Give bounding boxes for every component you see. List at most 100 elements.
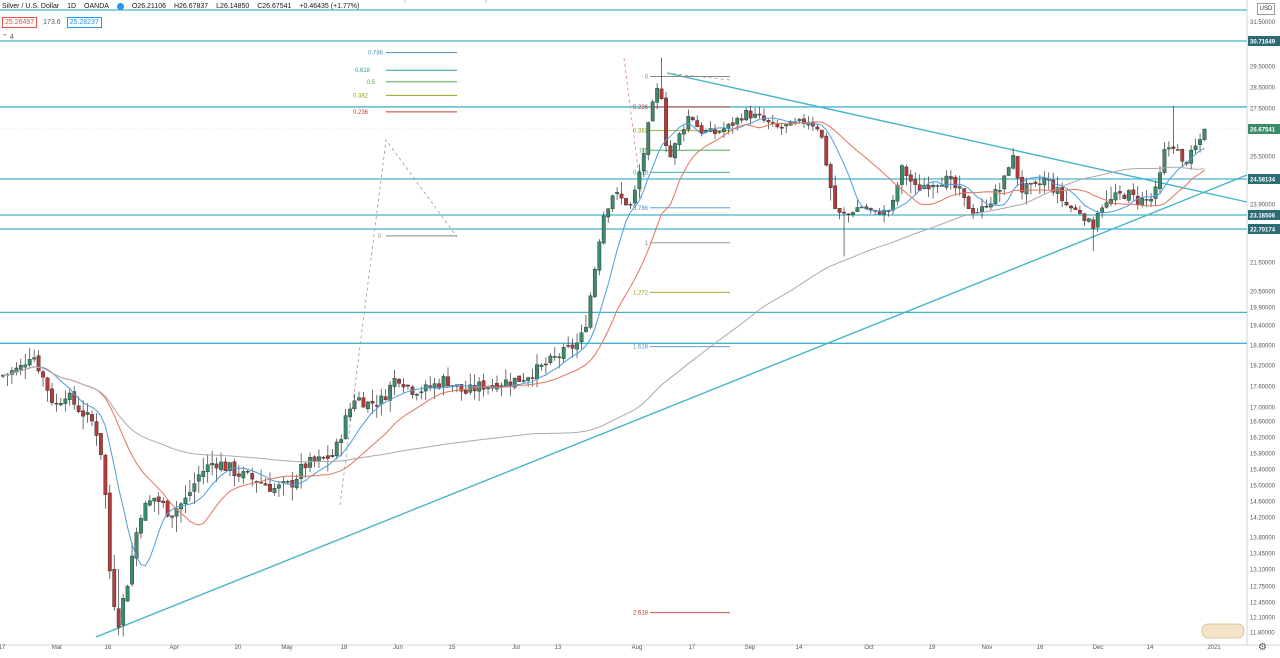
candle-up: [650, 101, 655, 122]
indicator-values: 25.26497 173.6 25.28237: [2, 17, 106, 28]
level-price-label: 30.71649: [1250, 40, 1276, 46]
candle-up: [1149, 198, 1154, 202]
market-status-icon: [116, 3, 124, 10]
candle-down: [268, 483, 272, 492]
chevron-up-icon: ⌃: [2, 34, 8, 41]
price-tick-label: 15.80000: [1250, 452, 1276, 458]
candle-up: [143, 502, 148, 521]
candle-up: [170, 515, 174, 518]
candle-down: [1051, 179, 1056, 193]
candle-down: [165, 500, 170, 517]
candle-down: [713, 129, 717, 134]
candle-up: [388, 384, 393, 401]
price-tick-label: 29.50000: [1250, 65, 1276, 71]
candle-down: [94, 421, 99, 436]
level-price-label: 23.18506: [1250, 214, 1276, 220]
ma-fast-line: [2, 117, 1205, 567]
candle-up: [201, 471, 206, 477]
price-tick-label: 17.00000: [1250, 406, 1276, 412]
price-tick-label: 12.10000: [1250, 616, 1276, 622]
last-price-label: 26.67541: [1250, 128, 1276, 134]
candle-up: [241, 471, 246, 479]
price-tick-label: 12.45000: [1250, 601, 1276, 607]
ma-mid-value[interactable]: 173.6: [43, 19, 61, 26]
candle-up: [503, 379, 508, 387]
candle-up: [1024, 183, 1029, 195]
time-tick-label: Jun: [393, 645, 403, 651]
candle-down: [72, 391, 77, 405]
candle-down: [236, 473, 241, 477]
candle-down: [1171, 146, 1176, 149]
time-tick-label: 17: [0, 645, 6, 651]
candle-down: [290, 480, 295, 488]
symbol-header: Silver / U.S. Dollar 1D OANDA O26.21106 …: [2, 3, 365, 10]
candle-up: [192, 483, 197, 492]
time-tick-label: 16: [105, 645, 112, 651]
ma-fast-value[interactable]: 25.26497: [2, 17, 38, 28]
fib-level-label: 0.236: [353, 110, 369, 116]
candle-up: [726, 123, 731, 129]
candle-up: [285, 481, 290, 483]
price-tick-label: 27.50000: [1250, 107, 1276, 113]
candle-down: [877, 211, 882, 215]
candle-down: [779, 126, 784, 129]
candle-down: [437, 383, 441, 388]
candle-up: [717, 131, 722, 133]
price-tick-label: 12.75000: [1250, 585, 1276, 591]
candle-up: [681, 129, 686, 135]
candle-up: [1086, 218, 1091, 222]
candle-down: [748, 110, 753, 119]
candle-up: [606, 208, 611, 218]
candle-down: [1082, 213, 1087, 221]
candle-up: [366, 401, 370, 410]
candle-down: [263, 483, 268, 486]
candle-down: [459, 384, 464, 392]
candle-up: [343, 415, 348, 440]
ma-slow-line: [2, 166, 1205, 463]
time-tick-label: Sep: [745, 645, 756, 651]
candle-down: [846, 213, 851, 215]
fib-level-label: 2.618: [633, 611, 649, 617]
currency-badge[interactable]: USD: [1257, 3, 1275, 15]
fib-level-label: 0: [645, 75, 649, 81]
price-tick-label: 20.50000: [1250, 290, 1276, 296]
candle-up: [1002, 175, 1007, 190]
candle-down: [904, 166, 909, 176]
price-tick-label: 28.50000: [1250, 86, 1276, 92]
candle-up: [1104, 202, 1109, 208]
candle-down: [312, 456, 317, 462]
candle-down: [953, 177, 958, 189]
candle-down: [325, 455, 330, 459]
candle-down: [1015, 156, 1020, 179]
candle-up: [1100, 207, 1105, 213]
ma-slow-value[interactable]: 25.28237: [66, 17, 102, 28]
indicator-collapse-toggle[interactable]: ⌃ 4: [2, 33, 14, 41]
candle-up: [1198, 139, 1202, 145]
candle-up: [957, 186, 962, 189]
candle-up: [392, 378, 397, 387]
indicator-count: 4: [9, 34, 14, 41]
interval-label[interactable]: 1D: [67, 3, 77, 11]
candle-down: [508, 381, 513, 386]
candle-up: [588, 295, 593, 328]
candle-down: [1077, 210, 1082, 214]
candle-up: [610, 195, 615, 209]
symbol-name[interactable]: Silver / U.S. Dollar: [2, 3, 60, 11]
candle-down: [446, 376, 450, 387]
candle-down: [619, 193, 624, 199]
candle-up: [272, 487, 277, 493]
candle-up: [944, 175, 949, 188]
candle-up: [597, 241, 602, 271]
candle-down: [570, 344, 575, 349]
candle-down: [1033, 181, 1038, 184]
candle-down: [926, 184, 931, 190]
time-tick-label: Aug: [632, 645, 643, 651]
fib-level-label: 0.618: [355, 68, 371, 74]
candle-down: [566, 345, 571, 347]
candle-up: [784, 124, 789, 127]
candle-up: [23, 364, 28, 368]
candle-up: [1193, 145, 1198, 151]
candle-up: [526, 377, 531, 381]
